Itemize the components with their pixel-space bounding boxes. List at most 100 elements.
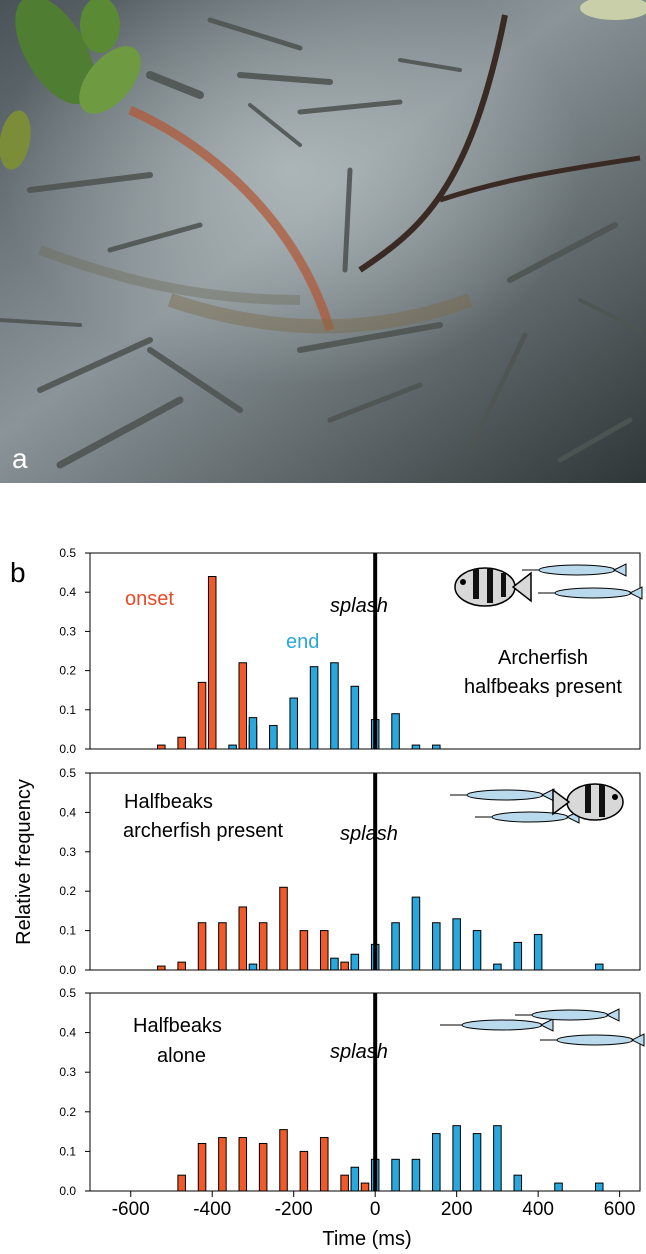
histogram-middle: Halfbeaks archerfish present splash [89, 772, 641, 971]
end-bar [309, 666, 319, 750]
end-bar [248, 963, 258, 971]
halfbeak-photograph: a [0, 0, 646, 483]
onset-bar [279, 886, 288, 971]
end-bar [391, 922, 400, 971]
panel-title-line2: halfbeaks present [464, 676, 622, 698]
x-axis-label: Time (ms) [322, 1228, 411, 1250]
onset-bar [238, 1137, 248, 1192]
end-bar [594, 1182, 604, 1192]
x-tick-label: 400 [522, 1199, 554, 1220]
x-tick-label: -200 [275, 1199, 313, 1220]
halfbeak-icon [540, 1033, 645, 1047]
onset-bar [299, 1150, 309, 1192]
end-bar [554, 1182, 563, 1192]
end-bar [350, 1166, 360, 1192]
splash-label: splash [330, 1041, 388, 1063]
y-tick-label: 0.1 [59, 703, 76, 717]
plot-frame [89, 772, 641, 971]
end-bar [432, 744, 441, 750]
x-tick-label: -400 [193, 1199, 231, 1220]
x-tick-label: 200 [441, 1199, 473, 1220]
y-tick-label: 0.1 [59, 924, 76, 938]
end-bar [513, 1174, 523, 1192]
end-bar [411, 896, 421, 971]
mangrove-root [128, 105, 335, 332]
end-bar [472, 1133, 482, 1192]
splash-label: splash [340, 823, 398, 845]
y-tick-label: 0.3 [59, 1065, 76, 1079]
splash-label: splash [330, 595, 388, 617]
onset-bar [319, 1137, 329, 1192]
onset-bar [177, 736, 186, 750]
end-bar [411, 744, 421, 750]
panel-title-line1: Halfbeaks [133, 1015, 222, 1037]
halfbeak-icon [440, 1018, 554, 1032]
onset-bar [258, 922, 268, 971]
halfbeak-icon [515, 1008, 620, 1022]
y-tick-label: 0.5 [59, 546, 76, 560]
halfbeak-school [0, 17, 642, 469]
panel-title-line2: archerfish present [123, 820, 284, 842]
y-tick-label: 0.4 [59, 585, 76, 599]
end-bar [350, 685, 360, 750]
onset-bar [157, 744, 166, 750]
panel-title-line1: Archerfish [498, 647, 588, 669]
onset-bar [218, 922, 227, 971]
x-tick-label: 600 [604, 1199, 636, 1220]
mangrove-leaves [0, 0, 646, 170]
y-tick-label: 0.5 [59, 766, 76, 780]
end-bar [228, 744, 237, 750]
end-bar [513, 941, 523, 971]
panel-label-a: a [12, 443, 28, 474]
y-tick-label: 0.3 [59, 624, 76, 638]
end-bar [330, 957, 339, 971]
end-bar [533, 934, 543, 971]
histogram-bottom: Halfbeaks alone splash [89, 992, 645, 1192]
mangrove-root [38, 245, 301, 305]
legend-end: end [286, 631, 319, 653]
y-tick-label: 0.2 [59, 1105, 76, 1119]
y-tick-label: 0.0 [59, 963, 76, 977]
end-bar [391, 713, 400, 750]
halfbeak-icon [450, 788, 555, 802]
onset-bar [279, 1129, 288, 1192]
end-bar [452, 918, 461, 971]
archerfish-icon [552, 783, 624, 821]
end-bar [472, 930, 482, 971]
onset-bar [197, 681, 207, 750]
onset-bar [177, 1174, 186, 1192]
end-bar [411, 1158, 421, 1192]
end-bar [432, 1133, 441, 1192]
onset-bar [299, 930, 309, 971]
onset-bar [319, 930, 329, 971]
end-bar [493, 963, 502, 971]
end-bar [330, 662, 339, 750]
onset-bar [197, 922, 207, 971]
y-tick-label: 0.3 [59, 845, 76, 859]
end-bar [594, 963, 604, 971]
halfbeak-icon [475, 810, 580, 824]
onset-bar [157, 965, 166, 971]
archerfish-icon [454, 567, 532, 607]
onset-bar [340, 1174, 349, 1192]
onset-bar [238, 906, 248, 971]
halfbeak-icon [538, 586, 643, 600]
end-bar [391, 1158, 400, 1192]
onset-bar [340, 961, 349, 971]
panel-title-line1: Halfbeaks [124, 791, 213, 813]
y-tick-label: 0.0 [59, 742, 76, 756]
y-tick-label: 0.4 [59, 1026, 76, 1040]
panel-label-b: b [10, 557, 26, 588]
end-bar [248, 717, 258, 750]
y-tick-label: 0.5 [59, 986, 76, 1000]
onset-bar [258, 1142, 268, 1192]
onset-bar [177, 961, 186, 971]
end-bar [493, 1125, 502, 1192]
mangrove-root [167, 293, 473, 334]
panel-title-line2: alone [157, 1045, 206, 1067]
onset-bar [207, 576, 217, 750]
x-tick-label: 0 [370, 1199, 381, 1220]
onset-bar [238, 662, 248, 750]
y-tick-label: 0.2 [59, 664, 76, 678]
y-axis-label: Relative frequency [13, 779, 35, 945]
